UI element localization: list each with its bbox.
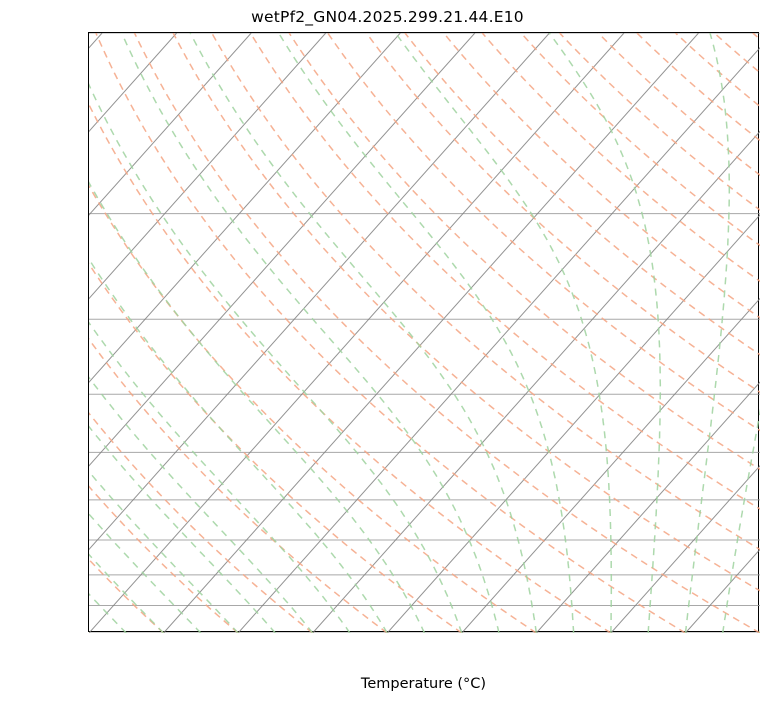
x-axis-label: Temperature (°C) [360, 676, 487, 692]
skewt-canvas [89, 33, 760, 633]
plot-area [88, 32, 760, 633]
chart-title: wetPf2_GN04.2025.299.21.44.E10 [251, 8, 524, 26]
